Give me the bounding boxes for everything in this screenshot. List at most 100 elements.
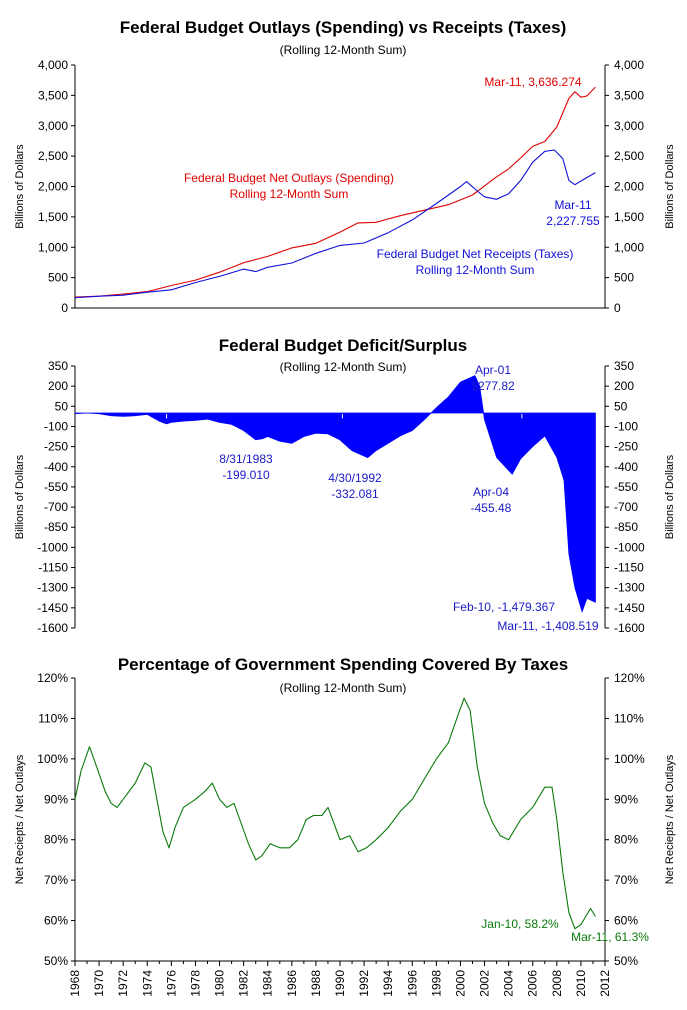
y-tick-label-right: -1600 <box>614 621 645 635</box>
x-tick-label: 1968 <box>68 970 82 997</box>
y-axis-label-right: Billions of Dollars <box>664 144 676 229</box>
x-tick-label: 2002 <box>478 970 492 997</box>
x-tick-label: 1994 <box>381 970 395 997</box>
y-tick-label-right: 100% <box>614 752 645 766</box>
y-tick-label-left: -250 <box>44 440 68 454</box>
y-tick-label-left: 120% <box>37 671 68 685</box>
y-tick-label-left: 1,000 <box>38 240 68 254</box>
annotation-receipts: Mar-11 <box>554 198 591 212</box>
y-tick-label-left: 90% <box>44 792 68 806</box>
y-tick-label-right: 350 <box>614 359 634 373</box>
x-tick-label: 2012 <box>598 970 612 997</box>
y-tick-label-right: -1000 <box>614 540 645 554</box>
chart-subtitle: (Rolling 12-Month Sum) <box>280 681 407 695</box>
y-tick-label-left: -850 <box>44 520 68 534</box>
y-tick-label-right: -700 <box>614 500 638 514</box>
x-tick-label: 2000 <box>453 970 467 997</box>
y-tick-label-left: 3,500 <box>38 88 68 102</box>
y-tick-label-left: -400 <box>44 460 68 474</box>
y-tick-label-left: 500 <box>48 271 68 285</box>
x-tick-label: 1990 <box>333 970 347 997</box>
y-tick-label-right: 2,000 <box>614 180 644 194</box>
annotation-receipts: Rolling 12-Month Sum <box>416 263 535 277</box>
y-tick-label-left: -1450 <box>37 601 68 615</box>
x-tick-label: 2008 <box>550 970 564 997</box>
y-tick-label-left: 60% <box>44 914 68 928</box>
annotation-deficit: -332.081 <box>331 487 379 501</box>
annotation-deficit: 8/31/1983 <box>219 452 273 466</box>
y-tick-label-left: -550 <box>44 480 68 494</box>
x-tick-label: 1970 <box>92 970 106 997</box>
panel-coverage-percentage: Percentage of Government Spending Covere… <box>14 655 676 968</box>
chart-subtitle: (Rolling 12-Month Sum) <box>280 43 407 57</box>
y-tick-label-right: -1450 <box>614 601 645 615</box>
y-tick-label-right: 50% <box>614 954 638 968</box>
annotation-deficit: Apr-04 <box>473 485 509 499</box>
y-tick-label-left: 70% <box>44 873 68 887</box>
x-tick-label: 1974 <box>140 970 154 997</box>
annotation-deficit: Mar-11, -1,408.519 <box>497 619 598 633</box>
x-tick-label: 1978 <box>188 970 202 997</box>
y-tick-label-right: 80% <box>614 833 638 847</box>
panel-deficit-surplus: Federal Budget Deficit/Surplus (Rolling 1… <box>14 336 676 635</box>
y-axis-label-right: Billions of Dollars <box>664 454 676 539</box>
x-tick-label: 1980 <box>213 970 227 997</box>
annotation-coverage: Mar-11, 61.3% <box>571 930 649 944</box>
x-tick-label: 1998 <box>429 970 443 997</box>
x-tick-label: 1992 <box>357 970 371 997</box>
y-tick-label-left: 0 <box>61 301 68 315</box>
annotation-deficit: -455.48 <box>471 501 512 515</box>
y-tick-label-right: 4,000 <box>614 58 644 72</box>
y-tick-label-left: 80% <box>44 833 68 847</box>
y-tick-label-left: 1,500 <box>38 210 68 224</box>
annotation-deficit: $277.82 <box>471 379 515 393</box>
chart-title: Federal Budget Outlays (Spending) vs Rec… <box>120 18 567 37</box>
series-deficit-area <box>74 375 596 613</box>
y-tick-label-right: 3,500 <box>614 88 644 102</box>
y-tick-label-right: 0 <box>614 301 621 315</box>
y-tick-label-left: -1300 <box>37 581 68 595</box>
x-tick-label: 1982 <box>237 970 251 997</box>
annotation-receipts: 2,227.755 <box>546 214 600 228</box>
y-tick-label-right: -850 <box>614 520 638 534</box>
x-tick-label: 1972 <box>116 970 130 997</box>
y-tick-label-right: -1300 <box>614 581 645 595</box>
y-tick-label-left: 50 <box>55 399 69 413</box>
y-axis-label-right: Net Reciepts / Net Outlays <box>664 754 676 884</box>
x-tick-label: 2010 <box>574 970 588 997</box>
x-tick-label: 1986 <box>285 970 299 997</box>
y-tick-label-left: -700 <box>44 500 68 514</box>
y-tick-label-right: 2,500 <box>614 149 644 163</box>
y-tick-label-left: 4,000 <box>38 58 68 72</box>
y-tick-label-right: 120% <box>614 671 645 685</box>
series-outlays-line <box>74 86 596 298</box>
y-tick-label-right: -250 <box>614 440 638 454</box>
annotation-outlays: Rolling 12-Month Sum <box>230 187 349 201</box>
panel-outlays-receipts: Federal Budget Outlays (Spending) vs Rec… <box>14 18 676 315</box>
x-axis-years: 1968 1970 1972 1974 1976 1978 1980 1982 1984 1986… <box>68 961 612 997</box>
y-tick-label-right: 50 <box>614 399 628 413</box>
y-tick-label-left: 350 <box>48 359 68 373</box>
y-tick-label-right: 1,500 <box>614 210 644 224</box>
annotation-deficit: -199.010 <box>222 468 270 482</box>
y-tick-label-left: 2,000 <box>38 180 68 194</box>
y-tick-label-right: 90% <box>614 792 638 806</box>
y-axis-label-left: Billions of Dollars <box>14 454 26 539</box>
y-tick-label-right: -550 <box>614 480 638 494</box>
x-tick-label: 1988 <box>309 970 323 997</box>
series-coverage-line <box>74 697 596 930</box>
y-tick-label-left: 3,000 <box>38 119 68 133</box>
chart-subtitle: (Rolling 12-Month Sum) <box>280 360 407 374</box>
x-tick-label: 2004 <box>502 970 516 997</box>
y-tick-label-left: -1000 <box>37 540 68 554</box>
x-tick-label: 2006 <box>526 970 540 997</box>
y-tick-label-left: -1600 <box>37 621 68 635</box>
annotation-coverage: Jan-10, 58.2% <box>481 917 559 931</box>
y-tick-label-left: 2,500 <box>38 149 68 163</box>
y-tick-label-right: -100 <box>614 419 638 433</box>
annotation-receipts: Federal Budget Net Receipts (Taxes) <box>377 247 574 261</box>
annotation-deficit: Feb-10, -1,479.367 <box>453 600 555 614</box>
y-tick-label-left: 110% <box>38 711 68 725</box>
y-tick-label-left: 200 <box>48 379 68 393</box>
